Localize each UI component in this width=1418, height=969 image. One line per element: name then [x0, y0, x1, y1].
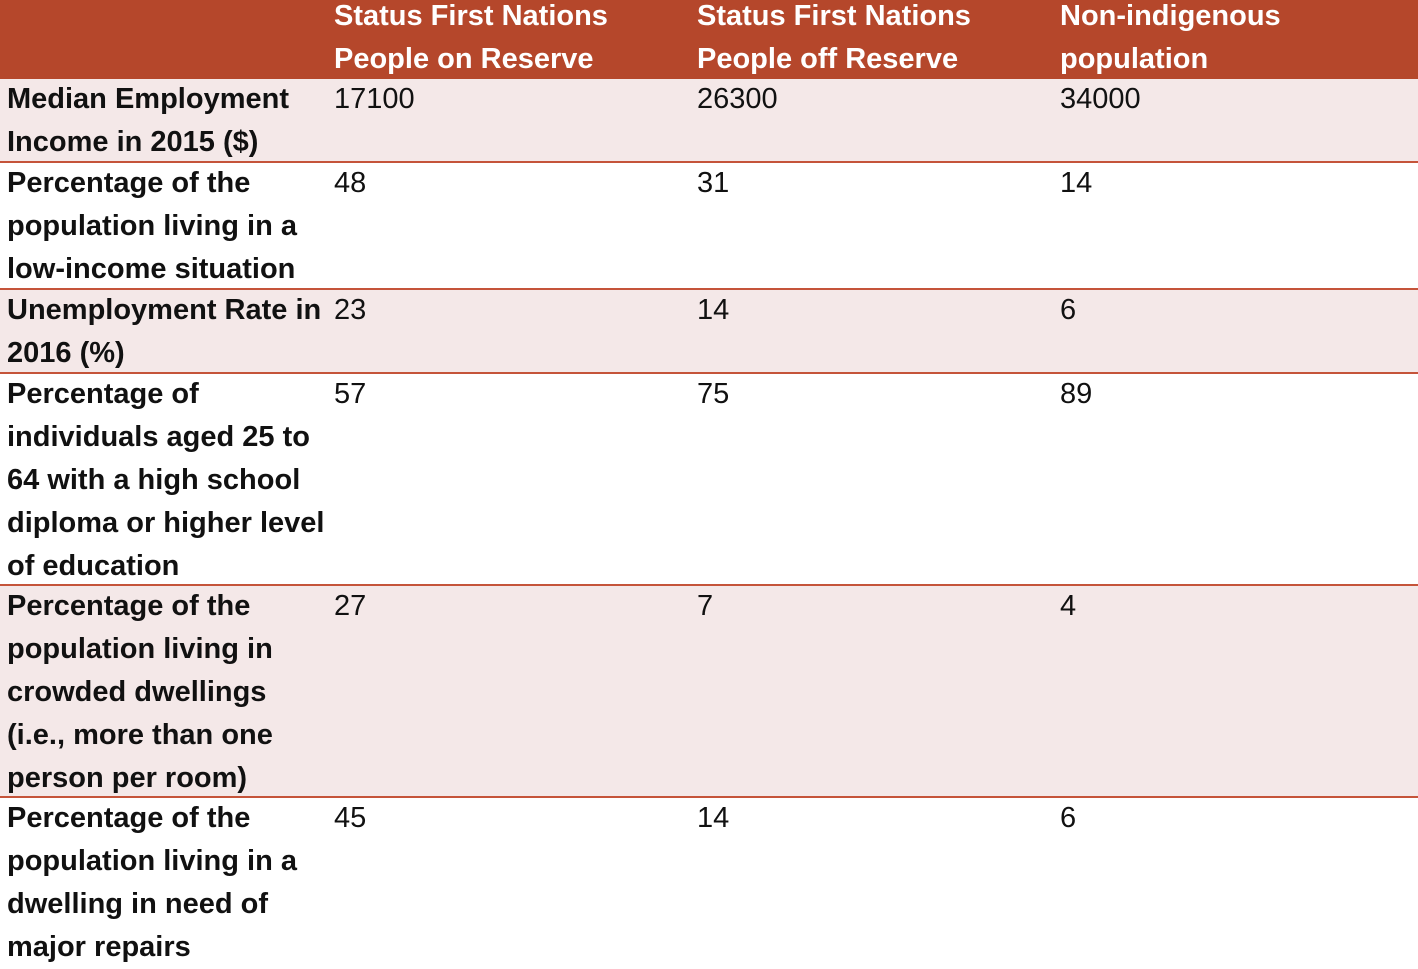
table-row: Percentage of the population living in a… [0, 798, 1418, 964]
value-non-indigenous: 6 [1060, 802, 1077, 834]
row-label: Percentage of the population living in c… [7, 590, 273, 794]
table-header-row: Status First Nations People on Reserve S… [0, 0, 1418, 79]
value-non-indigenous: 34000 [1060, 83, 1141, 115]
row-label: Percentage of the population living in a… [7, 802, 297, 963]
table-row: Percentage of individuals aged 25 to 64 … [0, 374, 1418, 586]
value-on-reserve: 45 [334, 802, 367, 834]
value-off-reserve: 26300 [697, 83, 778, 115]
row-label: Percentage of the population living in a… [7, 167, 297, 285]
value-non-indigenous: 89 [1060, 378, 1093, 410]
value-off-reserve: 7 [697, 590, 714, 622]
header-cell-off-reserve: Status First Nations People off Reserve [697, 0, 971, 75]
value-off-reserve: 14 [697, 294, 730, 326]
table-row: Unemployment Rate in 2016 (%) 23 14 6 [0, 290, 1418, 374]
table-row: Percentage of the population living in a… [0, 163, 1418, 290]
value-non-indigenous: 14 [1060, 167, 1093, 199]
value-off-reserve: 14 [697, 802, 730, 834]
header-cell-blank [0, 0, 334, 77]
value-off-reserve: 75 [697, 378, 730, 410]
row-label: Unemployment Rate in 2016 (%) [7, 294, 322, 369]
row-label: Median Employment Income in 2015 ($) [7, 83, 289, 158]
row-label: Percentage of individuals aged 25 to 64 … [7, 378, 325, 582]
value-on-reserve: 17100 [334, 83, 415, 115]
header-cell-on-reserve: Status First Nations People on Reserve [334, 0, 608, 75]
value-on-reserve: 27 [334, 590, 367, 622]
value-off-reserve: 31 [697, 167, 730, 199]
value-on-reserve: 23 [334, 294, 367, 326]
header-cell-non-indigenous: Non-indigenous population [1060, 0, 1281, 75]
value-on-reserve: 57 [334, 378, 367, 410]
table-row: Median Employment Income in 2015 ($) 171… [0, 79, 1418, 163]
table-row: Percentage of the population living in c… [0, 586, 1418, 798]
value-non-indigenous: 4 [1060, 590, 1077, 622]
value-on-reserve: 48 [334, 167, 367, 199]
value-non-indigenous: 6 [1060, 294, 1077, 326]
